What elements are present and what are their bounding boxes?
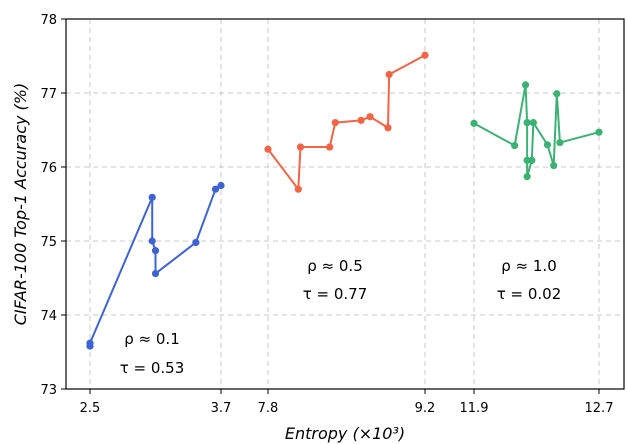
data-point [511,141,519,150]
y-axis-label: CIFAR-100 Top-1 Accuracy (%) [11,83,30,326]
axis-ticks: 73 74 75 76 77 78 2.5 3.7 7.8 9.2 11.9 12.7 [40,13,613,416]
data-point [528,156,536,164]
rho-annotation: ρ ≈ 0.5 [307,257,362,275]
x-tick-label: 7.8 [258,401,279,416]
y-tick-label: 74 [40,309,57,324]
y-tick-label: 76 [40,161,57,176]
data-point [211,185,220,193]
x-tick-label: 9.2 [415,401,436,416]
y-tick-label: 77 [40,87,57,102]
y-tick-label: 75 [40,235,57,250]
rho-annotation: ρ ≈ 1.0 [501,257,556,275]
series-line [267,54,426,191]
data-point [556,138,564,147]
data-point [151,269,160,278]
data-point [421,51,429,59]
data-point [192,238,200,247]
data-point [296,143,305,151]
series-layer [86,51,603,350]
data-point [294,185,302,193]
data-point [595,128,603,136]
data-point [384,124,392,132]
annotations: ρ ≈ 0.1 τ = 0.53 ρ ≈ 0.5 τ = 0.77 ρ ≈ 1.0 τ =… [120,257,562,377]
tau-annotation: τ = 0.02 [497,285,562,303]
data-point [523,119,531,127]
data-point [385,70,393,79]
x-tick-label: 2.5 [80,401,101,416]
data-point [523,173,531,181]
data-point [357,116,365,124]
tau-annotation: τ = 0.53 [120,359,185,377]
tau-annotation: τ = 0.77 [303,285,368,303]
data-point [148,237,156,245]
data-point [470,119,478,127]
data-point [366,113,374,121]
data-point [86,339,94,347]
data-point [151,247,160,255]
data-point [550,161,558,170]
grid [66,18,624,390]
x-tick-label: 11.9 [460,401,489,416]
x-tick-label: 12.7 [585,401,614,416]
series-line [89,184,222,347]
x-tick-label: 3.7 [211,401,232,416]
plot-frame [65,18,625,390]
data-point [217,181,225,190]
y-tick-label: 73 [40,383,57,398]
data-point [331,119,339,127]
series-line [473,83,600,178]
y-tick-label: 78 [40,13,57,28]
data-point [543,141,552,149]
data-point [264,145,272,153]
data-point [148,193,156,201]
data-point [529,119,537,127]
data-point [521,81,530,89]
rho-annotation: ρ ≈ 0.1 [124,330,179,348]
data-point [553,90,561,98]
x-axis-label: Entropy (×10³) [285,424,405,443]
data-point [326,143,334,151]
